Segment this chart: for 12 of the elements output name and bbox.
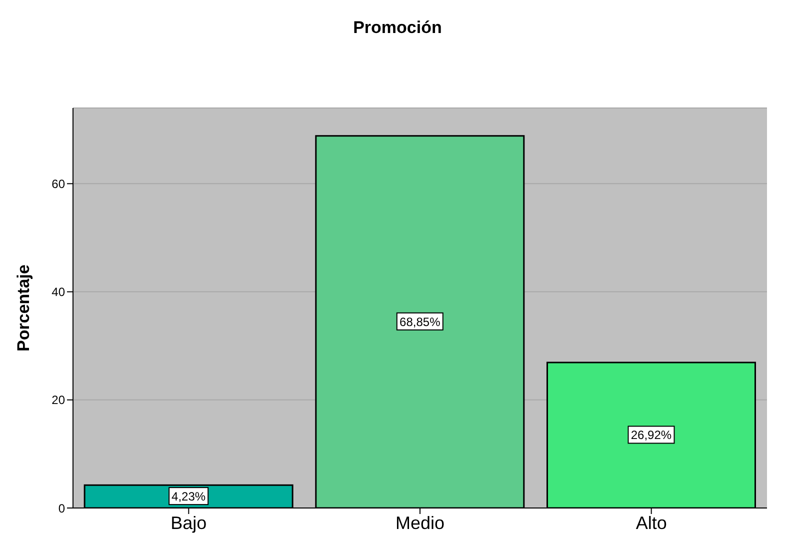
y-tick-label: 0 (58, 501, 66, 516)
x-tick-label: Bajo (170, 512, 207, 533)
y-tick-label: 60 (52, 176, 66, 191)
data-label: 26,92% (630, 428, 672, 442)
y-axis-title: Porcentaje (14, 264, 34, 352)
data-label: 4,23% (172, 490, 206, 504)
y-tick-label: 20 (52, 393, 66, 408)
y-tick-label: 40 (52, 285, 66, 300)
chart-title: Promoción (352, 17, 443, 39)
data-label: 68,85% (400, 314, 441, 329)
x-tick-label: Medio (395, 512, 445, 533)
x-tick-label: Alto (636, 512, 667, 533)
